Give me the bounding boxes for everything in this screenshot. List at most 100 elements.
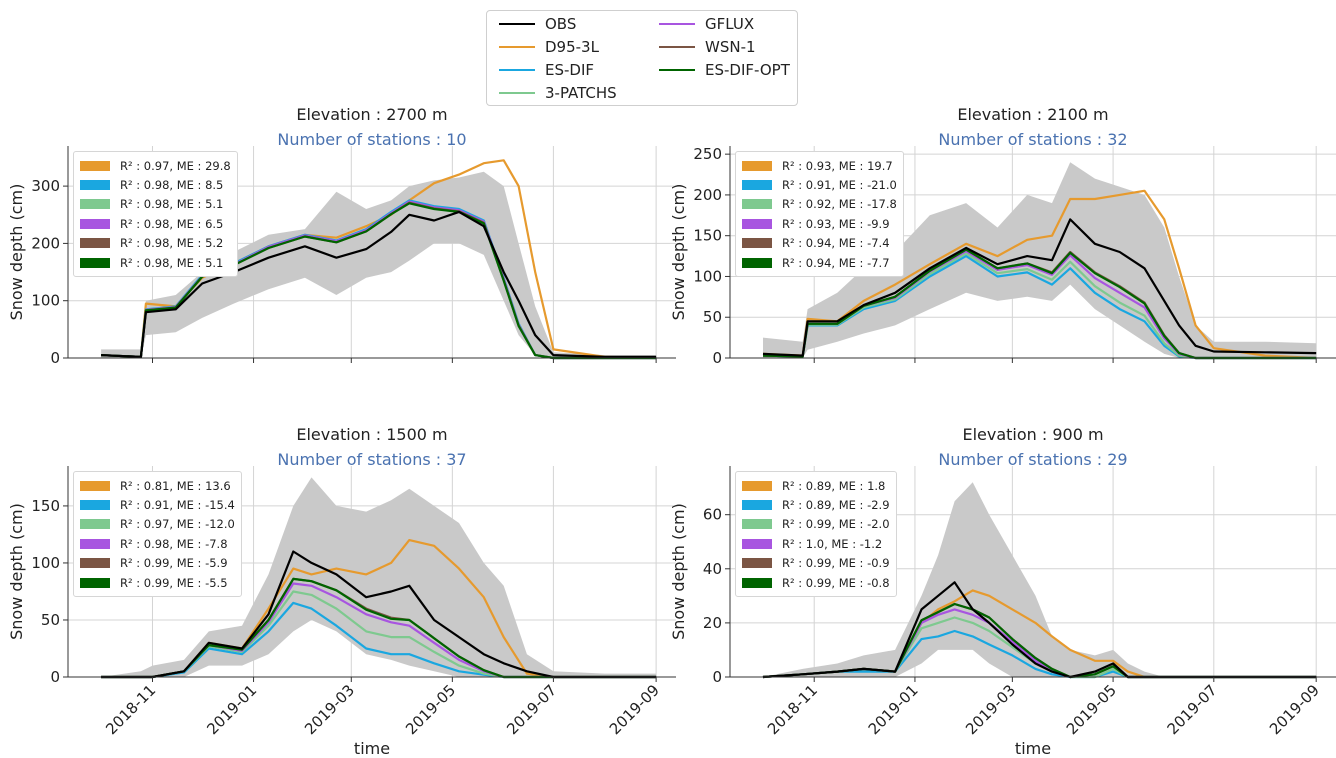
metric-swatch (742, 257, 772, 268)
metric-swatch (742, 558, 772, 569)
legend-label-wsn-1: WSN-1 (705, 38, 756, 56)
y-tick-label: 200 (31, 234, 60, 252)
metric-row: R² : 0.98, ME : 5.2 (80, 234, 231, 253)
legend-label-es-dif: ES-DIF (545, 61, 595, 79)
x-tick-label: 2019-07 (1164, 681, 1221, 738)
legend-line-es-dif-opt (659, 69, 695, 71)
y-tick-label: 300 (31, 177, 60, 195)
legend-line-obs (499, 23, 535, 25)
station-range-band (101, 477, 657, 677)
legend-line-3-patchs (499, 92, 535, 94)
y-tick-label: 0 (712, 668, 722, 686)
x-tick-label: 2019-05 (402, 681, 459, 738)
metrics-legend: R² : 0.93, ME : 19.7 R² : 0.91, ME : -21.… (735, 151, 904, 278)
metric-swatch (742, 218, 772, 229)
metric-swatch (80, 180, 110, 191)
legend-label-d95-3l: D95-3L (545, 38, 599, 56)
metric-row: R² : 0.98, ME : -7.8 (80, 534, 235, 553)
x-tick-label: 2019-03 (301, 681, 358, 738)
chart-title: Elevation : 1500 m (296, 425, 447, 444)
y-axis-label: Snow depth (cm) (669, 503, 688, 640)
metric-swatch (80, 238, 110, 249)
legend-item-wsn-1: WSN-1 (659, 37, 756, 57)
x-tick-label: 2019-07 (503, 681, 560, 738)
legend-item-obs: OBS (499, 14, 576, 34)
y-tick-label: 250 (693, 145, 722, 163)
metric-swatch (80, 500, 110, 511)
legend-label-3-patchs: 3-PATCHS (545, 84, 617, 102)
legend-label-es-dif-opt: ES-DIF-OPT (705, 61, 790, 79)
legend-item-3-patchs: 3-PATCHS (499, 83, 617, 103)
x-tick-label: 2019-09 (606, 681, 663, 738)
series-line-d95-3l (762, 189, 1317, 360)
metric-label: R² : 0.93, ME : -9.9 (782, 216, 890, 231)
metric-swatch (80, 519, 110, 530)
x-tick-label: 2019-03 (962, 681, 1019, 738)
metric-swatch (742, 500, 772, 511)
series-line-obs (101, 550, 657, 679)
metric-label: R² : 0.94, ME : -7.7 (782, 255, 890, 270)
legend-label-gflux: GFLUX (705, 15, 755, 33)
chart-title: Elevation : 2700 m (296, 105, 447, 124)
figure-legend: OBS D95-3L ES-DIF 3-PATCHS GFLUX WSN-1 E… (486, 10, 798, 106)
chart-subtitle: Number of stations : 37 (277, 450, 466, 469)
x-tick-label: 2019-01 (203, 681, 260, 738)
series-line-obs (762, 218, 1317, 357)
metric-label: R² : 0.98, ME : 6.5 (120, 216, 224, 231)
x-tick-label: 2019-09 (1266, 681, 1323, 738)
x-axis-label: time (354, 739, 390, 758)
metric-row: R² : 1.0, ME : -1.2 (742, 534, 890, 553)
legend-line-gflux (659, 23, 695, 25)
metric-label: R² : 0.98, ME : -7.8 (120, 536, 228, 551)
y-tick-label: 50 (703, 308, 722, 326)
metric-row: R² : 0.94, ME : -7.7 (742, 253, 897, 272)
chart-panel-1: 0 100 200 300 Elevation : 2700 m Number of st… (7, 105, 676, 367)
y-tick-label: 100 (31, 292, 60, 310)
metric-label: R² : 0.89, ME : -2.9 (782, 498, 890, 513)
y-axis-label: Snow depth (cm) (669, 184, 688, 321)
metric-swatch (742, 538, 772, 549)
y-tick-label: 150 (693, 227, 722, 245)
metric-swatch (80, 160, 110, 171)
metric-row: R² : 0.98, ME : 8.5 (80, 175, 231, 194)
metric-row: R² : 0.92, ME : -17.8 (742, 195, 897, 214)
y-tick-label: 0 (50, 668, 60, 686)
metric-swatch (80, 199, 110, 210)
metric-swatch (742, 180, 772, 191)
y-tick-label: 150 (31, 497, 60, 515)
y-tick-label: 0 (50, 349, 60, 367)
metrics-legend: R² : 0.89, ME : 1.8 R² : 0.89, ME : -2.9 R… (735, 471, 897, 598)
metric-label: R² : 0.98, ME : 5.1 (120, 197, 224, 212)
legend-line-es-dif (499, 69, 535, 71)
x-tick-label: 2018-11 (764, 681, 821, 738)
y-tick-label: 60 (703, 506, 722, 524)
legend-item-es-dif: ES-DIF (499, 60, 594, 80)
y-tick-label: 200 (693, 186, 722, 204)
metric-row: R² : 0.99, ME : -0.9 (742, 554, 890, 573)
chart-title: Elevation : 2100 m (957, 105, 1108, 124)
metrics-legend: R² : 0.81, ME : 13.6 R² : 0.91, ME : -15.… (73, 471, 242, 598)
metric-label: R² : 0.89, ME : 1.8 (782, 478, 886, 493)
metric-row: R² : 0.97, ME : 29.8 (80, 156, 231, 175)
metric-row: R² : 0.94, ME : -7.4 (742, 234, 897, 253)
metric-row: R² : 0.99, ME : -5.9 (80, 554, 235, 573)
series-line-obs (101, 210, 657, 358)
legend-item-d95-3l: D95-3L (499, 37, 599, 57)
chart-subtitle: Number of stations : 29 (938, 450, 1127, 469)
metric-label: R² : 0.99, ME : -2.0 (782, 517, 890, 532)
metric-swatch (80, 538, 110, 549)
metric-row: R² : 0.89, ME : 1.8 (742, 476, 890, 495)
metric-row: R² : 0.98, ME : 6.5 (80, 214, 231, 233)
legend-item-gflux: GFLUX (659, 14, 754, 34)
x-tick-label: 2019-05 (1063, 681, 1120, 738)
metric-row: R² : 0.99, ME : -5.5 (80, 573, 235, 592)
metric-row: R² : 0.93, ME : -9.9 (742, 214, 897, 233)
metric-row: R² : 0.81, ME : 13.6 (80, 476, 235, 495)
metric-row: R² : 0.99, ME : -2.0 (742, 515, 890, 534)
x-axis-label: time (1015, 739, 1051, 758)
y-tick-label: 20 (703, 614, 722, 632)
y-tick-label: 40 (703, 560, 722, 578)
metrics-legend: R² : 0.97, ME : 29.8 R² : 0.98, ME : 8.5 R… (73, 151, 238, 278)
metric-label: R² : 0.99, ME : -0.9 (782, 556, 890, 571)
